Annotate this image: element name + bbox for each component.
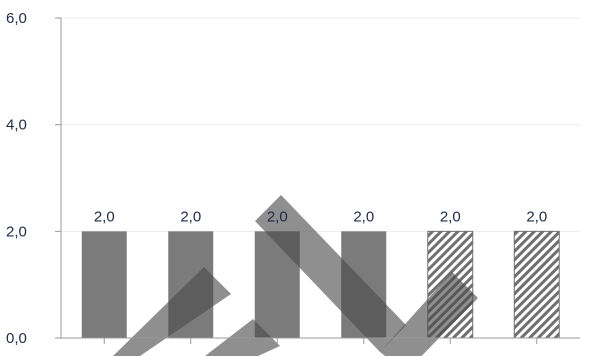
gridlines — [61, 17, 580, 232]
labels: 0,0 2,0 4,0 6,0 2,0 2,0 2,0 2,0 2,0 2,0 — [6, 10, 547, 347]
y-tick-label: 0,0 — [6, 330, 27, 347]
bar-data-label: 2,0 — [353, 208, 374, 225]
bar-data-label: 2,0 — [180, 208, 201, 225]
bar-data-label: 2,0 — [526, 208, 547, 225]
y-tick-label: 4,0 — [6, 117, 27, 134]
bar — [81, 231, 127, 338]
y-tick-label: 2,0 — [6, 223, 27, 240]
bar-data-label: 2,0 — [267, 208, 288, 225]
bar-data-label: 2,0 — [94, 208, 115, 225]
y-tick-label: 6,0 — [6, 10, 27, 27]
bar — [513, 230, 560, 339]
overlay-stroke — [255, 195, 406, 352]
axes — [55, 17, 580, 344]
bar-data-label: 2,0 — [440, 208, 461, 225]
overlay-stroke — [380, 272, 478, 356]
overlay-stroke — [113, 267, 231, 356]
